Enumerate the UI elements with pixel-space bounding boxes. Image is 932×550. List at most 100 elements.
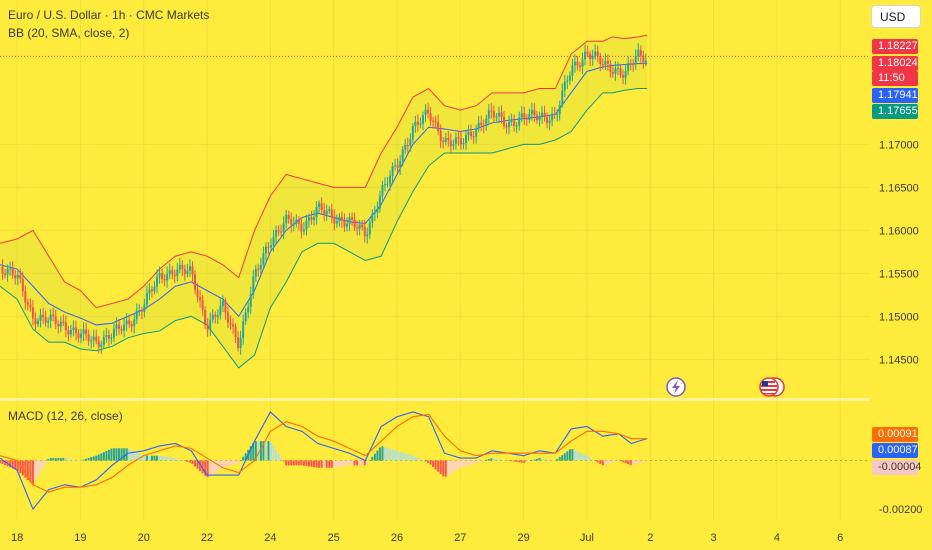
candle-body <box>644 60 647 63</box>
macd-histogram-bar <box>34 460 37 481</box>
macd-histogram-bar <box>120 448 123 461</box>
macd-histogram-bar <box>128 448 131 461</box>
candle-body <box>447 138 450 141</box>
time-axis[interactable]: 18 19 20 22 24 25 26 27 29 Jul 2 3 4 6 <box>11 532 843 544</box>
candle-body <box>42 314 45 317</box>
macd-histogram-bar <box>196 460 199 469</box>
candle-body <box>528 113 531 120</box>
macd-histogram-bar <box>100 453 103 461</box>
time-tick-label: 26 <box>391 532 403 544</box>
macd-axis[interactable]: -0.00200 <box>879 504 922 516</box>
candle-body <box>475 128 478 137</box>
macd-histogram-bar <box>459 460 462 468</box>
macd-histogram-bar <box>391 449 394 461</box>
candle-body <box>340 216 343 221</box>
currency-button[interactable]: USD <box>871 5 921 28</box>
price-tick-label: 1.15500 <box>879 268 919 280</box>
candle-body <box>586 51 589 54</box>
macd-histogram-bar <box>325 460 328 468</box>
macd-histogram-bar <box>644 460 647 461</box>
candle-body <box>333 216 336 224</box>
macd-histogram-bar <box>42 460 45 468</box>
macd-histogram-bar <box>0 460 1 463</box>
candle-body <box>383 184 386 186</box>
macd-histogram-bar <box>642 460 645 462</box>
candle-body <box>16 274 19 279</box>
macd-histogram-bar <box>1 460 4 465</box>
candle-body <box>472 136 475 138</box>
macd-histogram-bar <box>44 460 47 464</box>
macd-histogram-bar <box>581 453 584 461</box>
macd-histogram-bar <box>541 458 544 461</box>
time-tick-label: 18 <box>11 532 23 544</box>
bb-indicator-label[interactable]: BB (20, SMA, close, 2) <box>8 26 130 40</box>
candle-body <box>409 139 412 146</box>
macd-histogram-bar <box>26 460 29 481</box>
macd-histogram-bar <box>168 457 171 461</box>
candle-body <box>140 310 143 312</box>
candle-body <box>614 68 617 74</box>
candle-body <box>465 134 468 143</box>
macd-indicator-label[interactable]: MACD (12, 26, close) <box>8 409 123 423</box>
candle-body <box>530 110 533 114</box>
candle-body <box>591 56 594 60</box>
candle-body <box>95 336 98 342</box>
candle-body <box>229 322 232 325</box>
macd-histogram-bar <box>285 460 288 466</box>
candle-body <box>330 209 333 217</box>
macd-histogram-bar <box>234 460 237 464</box>
macd-histogram-bar <box>69 459 72 461</box>
macd-histogram-bar <box>599 460 602 464</box>
macd-histogram-bar <box>480 460 483 462</box>
macd-histogram-bar <box>632 460 635 465</box>
macd-histogram-bar <box>186 460 189 462</box>
macd-histogram-bar <box>591 459 594 461</box>
candle-body <box>305 220 308 230</box>
macd-histogram-bar <box>62 458 65 461</box>
lightning-icon[interactable] <box>666 377 686 397</box>
candle-body <box>64 322 67 331</box>
candle-body <box>419 123 422 125</box>
candle-body <box>87 334 90 342</box>
macd-histogram-bar <box>64 458 67 461</box>
macd-histogram-bar <box>429 460 432 465</box>
candle-body <box>513 120 516 126</box>
candle-body <box>199 297 202 301</box>
macd-histogram-bar <box>404 453 407 461</box>
time-tick-label: 2 <box>647 532 653 544</box>
macd-histogram-bar <box>9 460 12 468</box>
macd-histogram-bar <box>112 448 115 461</box>
macd-histogram-bar <box>232 460 235 465</box>
candle-body <box>386 184 389 186</box>
us-flag-icon[interactable] <box>759 377 785 397</box>
lower-band-tag: 1.17655 <box>872 104 918 119</box>
macd-histogram-bar <box>191 460 194 465</box>
pane-separator[interactable] <box>0 398 870 401</box>
macd-histogram-bar <box>399 451 402 461</box>
macd-histogram-bar <box>87 457 90 461</box>
macd-histogram-bar <box>553 460 556 461</box>
macd-histogram-bar <box>442 460 445 477</box>
price-axis[interactable]: 1.17000 1.16500 1.16000 1.15500 1.15000 1.145… <box>879 139 919 366</box>
candle-body <box>328 209 331 211</box>
candle-body <box>214 314 217 318</box>
candle-body <box>622 74 625 78</box>
candle-body <box>29 304 32 308</box>
macd-histogram-bar <box>447 460 450 476</box>
symbol-title[interactable]: Euro / U.S. Dollar · 1h · CMC Markets <box>8 8 210 22</box>
macd-histogram-bar <box>313 460 316 468</box>
macd-histogram-bar <box>16 460 19 471</box>
candle-body <box>224 300 227 313</box>
time-tick-label: 3 <box>711 532 717 544</box>
macd-histogram-bar <box>427 460 430 463</box>
candle-body <box>637 49 640 57</box>
candle-body <box>244 312 247 322</box>
macd-histogram-bar <box>366 460 369 464</box>
macd-histogram-bar <box>485 459 488 461</box>
macd-histogram-bar <box>85 458 88 461</box>
macd-histogram-bar <box>310 460 313 467</box>
candle-body <box>611 71 614 74</box>
candle-body <box>272 236 275 246</box>
macd-histogram-bar <box>77 460 80 461</box>
